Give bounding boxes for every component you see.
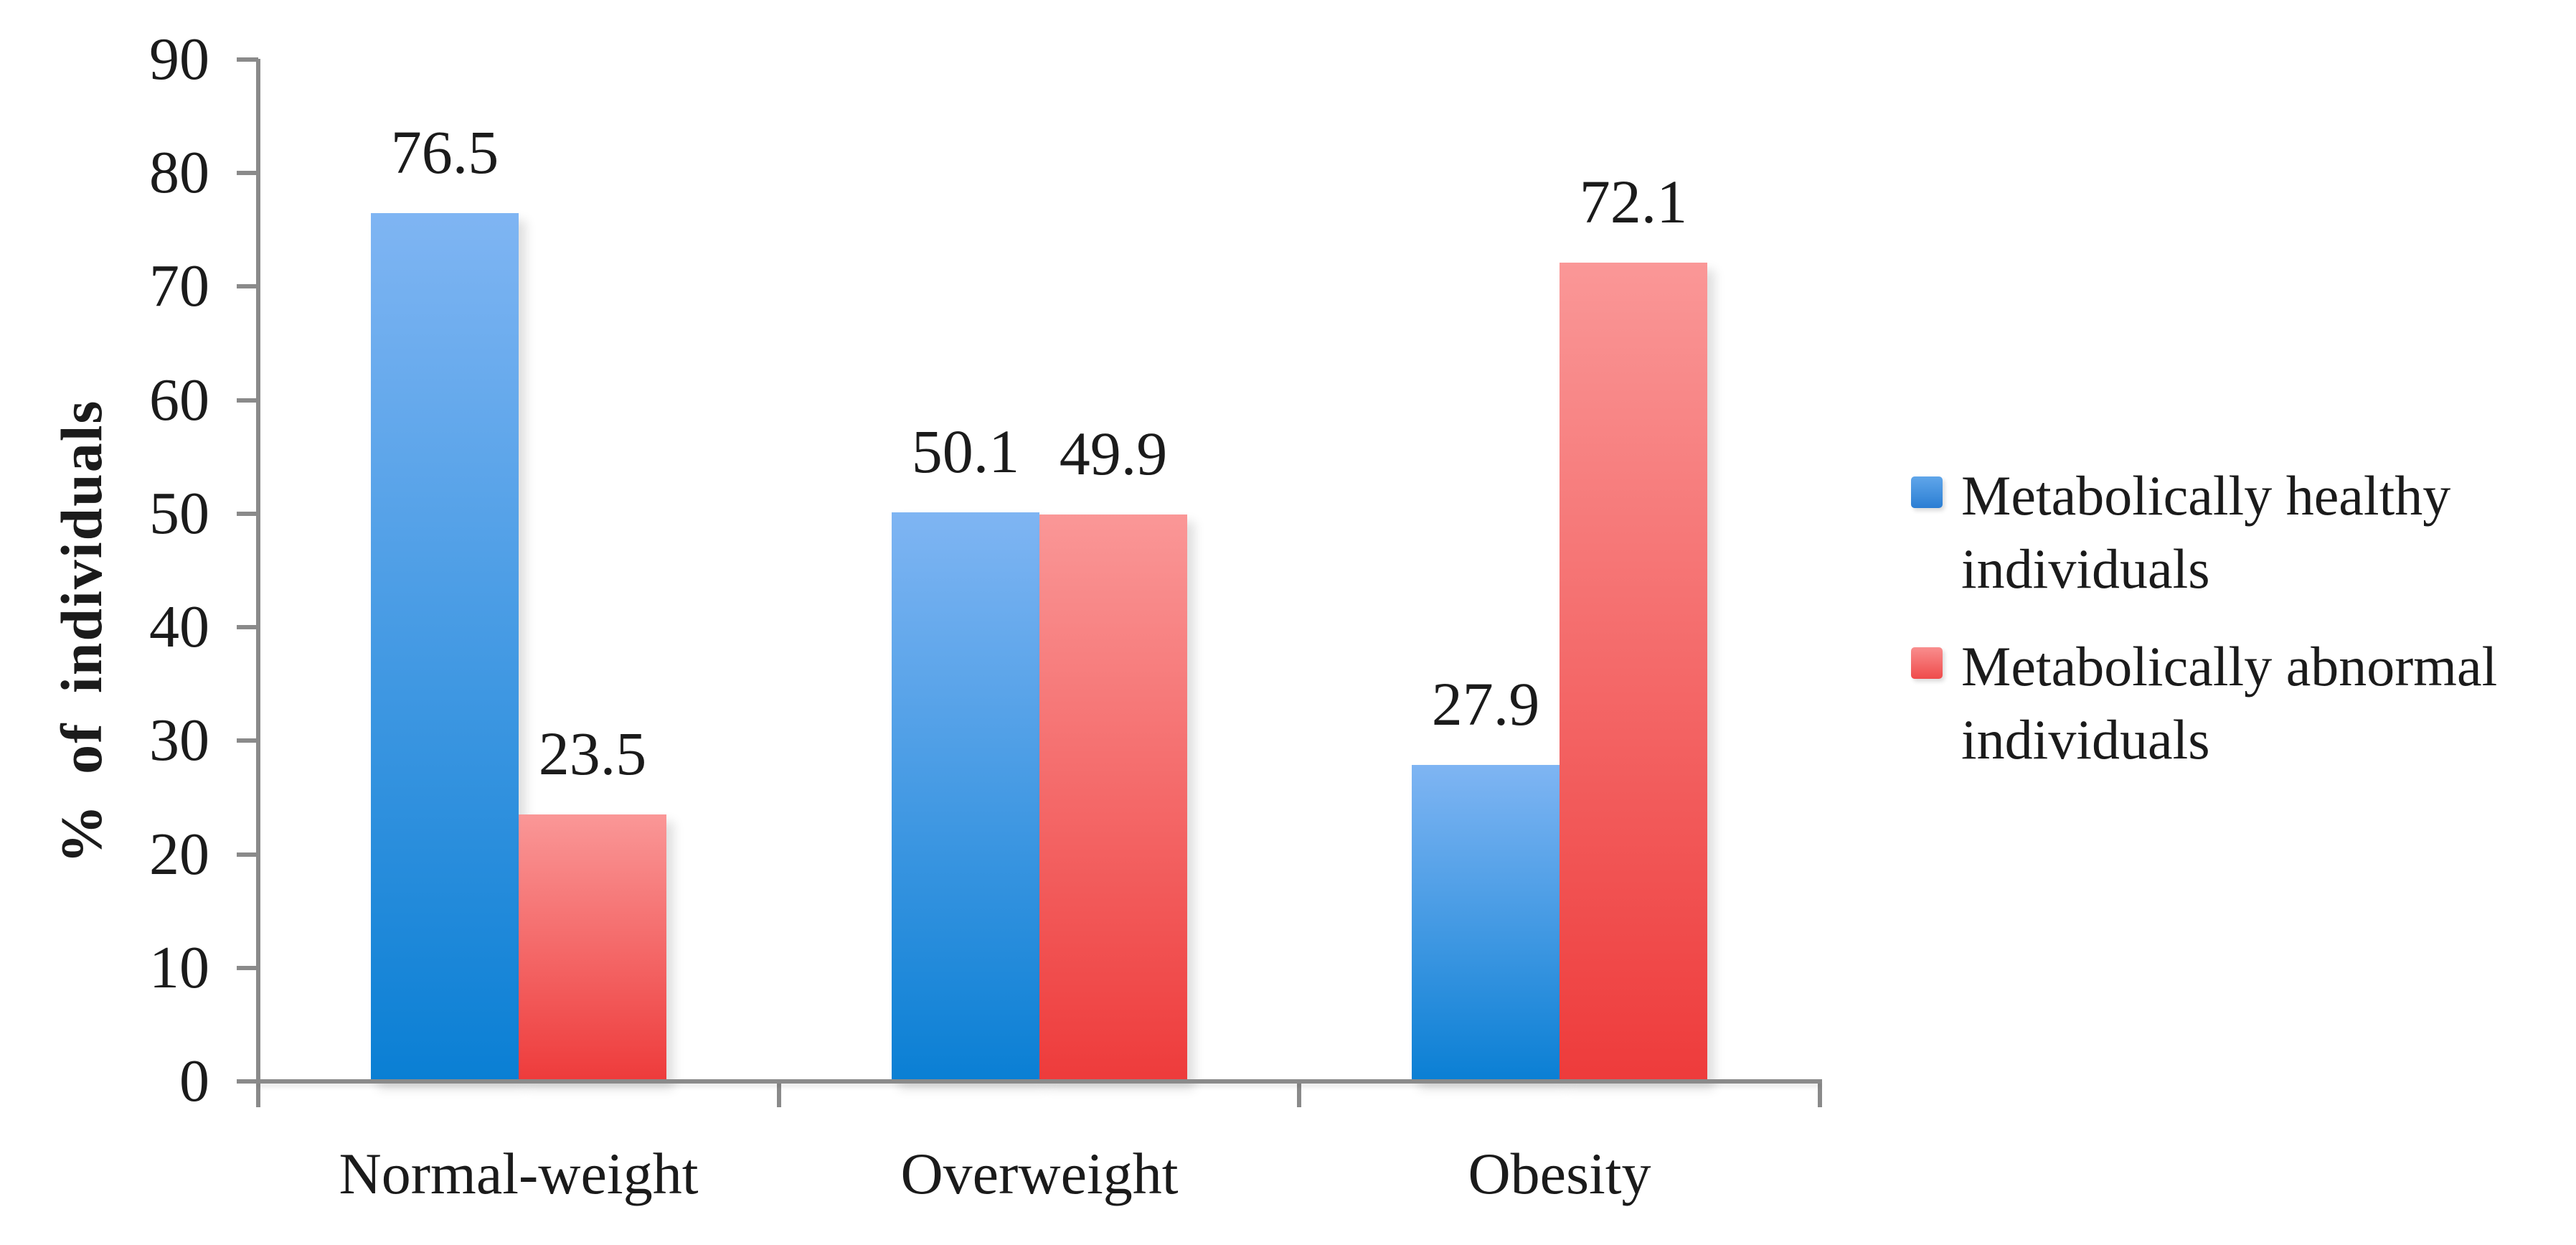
bar-metabolically-abnormal [519, 814, 666, 1081]
bar-value-label: 49.9 [1059, 419, 1168, 488]
bar-metabolically-abnormal [1560, 263, 1707, 1081]
y-tick-label: 50 [149, 480, 209, 547]
x-category-label: Normal-weight [339, 1141, 699, 1206]
category-boundary-tick [777, 1081, 781, 1107]
bar-metabolically-healthy [1412, 765, 1560, 1081]
legend-label: Metabolically healthy individuals [1961, 459, 2450, 606]
x-axis-line [256, 1079, 1822, 1084]
legend-label-line: Metabolically abnormal [1961, 635, 2498, 697]
y-tick [237, 284, 258, 288]
x-category-label: Overweight [900, 1141, 1179, 1206]
y-tick [237, 1079, 258, 1084]
y-tick [237, 171, 258, 175]
x-category-label: Obesity [1468, 1141, 1651, 1206]
y-tick-label: 70 [149, 253, 209, 319]
y-tick [237, 398, 258, 403]
y-tick-label: 80 [149, 139, 209, 206]
y-tick-label: 90 [149, 26, 209, 93]
category-boundary-tick [1297, 1081, 1301, 1107]
legend-label: Metabolically abnormal individuals [1961, 630, 2497, 776]
y-tick [237, 625, 258, 629]
y-tick [237, 966, 258, 970]
y-tick [237, 512, 258, 516]
y-tick [237, 852, 258, 857]
y-tick-label: 0 [179, 1048, 209, 1114]
legend-swatch-healthy [1911, 476, 1943, 508]
y-tick-label: 30 [149, 707, 209, 774]
bar-metabolically-abnormal [1039, 515, 1187, 1081]
bar-value-label: 23.5 [538, 719, 647, 788]
y-tick-label: 20 [149, 821, 209, 888]
bar-value-label: 76.5 [390, 118, 499, 187]
y-tick [237, 57, 258, 62]
y-tick-label: 40 [149, 593, 209, 660]
bar-metabolically-healthy [371, 213, 519, 1081]
y-tick-label: 60 [149, 367, 209, 433]
y-tick-label: 10 [149, 934, 209, 1001]
legend-label-line: Metabolically healthy [1961, 464, 2451, 527]
legend-label-line: individuals [1961, 537, 2210, 600]
y-tick [237, 738, 258, 743]
bar-value-label: 72.1 [1579, 167, 1688, 236]
y-axis-line [256, 59, 260, 1107]
legend-swatch-abnormal [1911, 647, 1943, 679]
bar-metabolically-healthy [892, 512, 1039, 1081]
bar-value-label: 27.9 [1431, 670, 1540, 738]
legend-label-line: individuals [1961, 708, 2210, 771]
category-boundary-tick [1818, 1081, 1822, 1107]
bar-value-label: 50.1 [911, 417, 1020, 486]
